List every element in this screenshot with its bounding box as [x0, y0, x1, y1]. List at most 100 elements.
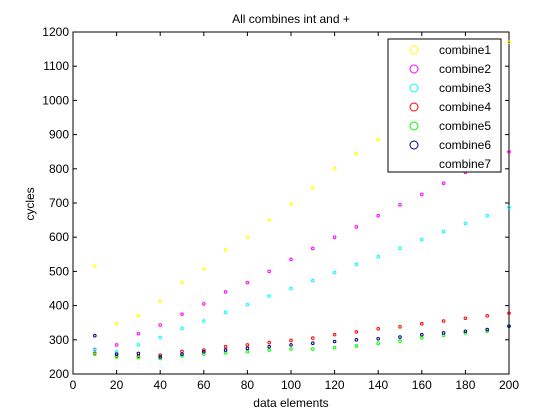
data-point-combine1	[332, 167, 337, 171]
y-tick-label: 700	[49, 196, 69, 210]
data-point-combine6	[93, 333, 97, 338]
data-point-combine4	[311, 336, 315, 340]
x-tick-label: 160	[412, 378, 432, 392]
y-tick-label: 300	[49, 333, 69, 347]
data-point-combine6	[158, 355, 162, 359]
data-point-combine1	[245, 235, 250, 239]
data-point-combine1	[136, 314, 141, 318]
data-point-combine5	[311, 347, 315, 351]
data-point-combine3	[332, 270, 337, 275]
y-tick-label: 500	[49, 264, 69, 278]
x-tick-label: 140	[368, 378, 388, 392]
data-point-combine1	[158, 299, 162, 303]
y-axis-label: cycles	[23, 187, 37, 220]
data-point-combine1	[507, 40, 511, 45]
x-tick-label: 0	[70, 378, 77, 392]
data-point-combine1	[223, 248, 228, 252]
data-point-combine6	[311, 341, 315, 346]
data-point-combine5	[398, 339, 402, 343]
data-point-combine1	[311, 185, 315, 190]
data-point-combine2	[376, 213, 381, 218]
data-point-combine1	[289, 202, 293, 206]
data-point-combine3	[420, 237, 424, 242]
data-point-combine6	[376, 336, 381, 341]
data-point-combine6	[398, 335, 402, 339]
legend-marker-combine6	[409, 140, 419, 150]
data-point-combine6	[463, 329, 468, 334]
data-point-combine4	[354, 330, 359, 334]
legend-box	[387, 38, 502, 173]
x-tick-label: 200	[499, 378, 519, 392]
legend-label-combine5: combine5	[439, 119, 491, 133]
data-point-combine6	[441, 331, 446, 335]
x-tick-label: 60	[197, 378, 211, 392]
legend-label-combine6: combine6	[439, 138, 491, 152]
data-point-combine3	[354, 262, 359, 267]
data-point-combine6	[223, 348, 228, 352]
data-point-combine4	[376, 327, 381, 331]
x-tick-label: 40	[154, 378, 168, 392]
data-point-combine1	[267, 218, 272, 222]
data-point-combine2	[267, 269, 272, 274]
data-point-combine3	[267, 294, 272, 298]
data-point-combine5	[136, 355, 141, 360]
data-point-combine4	[420, 321, 424, 326]
data-point-combine5	[158, 356, 162, 361]
data-point-combine2	[398, 202, 402, 207]
y-tick-label: 1200	[42, 25, 69, 39]
data-point-combine2	[507, 149, 511, 154]
data-point-combine4	[223, 344, 228, 349]
y-tick-label: 1000	[42, 93, 69, 107]
data-point-combine2	[354, 225, 359, 229]
data-point-combine2	[202, 302, 206, 306]
x-axis-label: data elements	[253, 396, 328, 410]
data-point-combine2	[180, 312, 184, 316]
data-point-combine1	[93, 264, 97, 269]
data-point-combine6	[485, 327, 490, 332]
legend-marker-combine5	[409, 121, 419, 131]
data-point-combine2	[245, 280, 250, 285]
y-tick-label: 400	[49, 299, 69, 313]
data-point-combine6	[114, 352, 119, 356]
data-point-combine2	[332, 235, 337, 239]
data-point-combine3	[158, 335, 162, 340]
data-point-combine6	[354, 338, 359, 342]
data-point-combine2	[289, 257, 293, 262]
legend-label-combine2: combine2	[439, 62, 491, 76]
data-point-combine4	[441, 319, 446, 323]
data-point-combine4	[398, 325, 402, 329]
data-point-combine4	[158, 353, 162, 357]
data-point-combine2	[441, 181, 446, 185]
data-point-combine3	[223, 310, 228, 315]
y-tick-label: 800	[49, 162, 69, 176]
data-point-combine3	[398, 246, 402, 251]
data-point-combine1	[202, 267, 206, 271]
data-point-combine2	[136, 331, 141, 336]
legend-marker-combine4	[409, 102, 419, 112]
data-point-combine2	[158, 323, 162, 327]
data-point-combine3	[136, 343, 141, 347]
chart-title: All combines int and +	[232, 12, 350, 26]
x-axis-ticks: 0 20 40 60 80 100 120 140 160 180 200	[70, 32, 519, 392]
data-point-combine5	[463, 331, 468, 335]
data-point-combine2	[114, 343, 119, 347]
data-point-combine5	[289, 347, 293, 351]
legend-label-combine3: combine3	[439, 81, 491, 95]
data-point-combine4	[202, 348, 206, 352]
x-tick-label: 180	[455, 378, 475, 392]
legend-label-combine7: combine7	[439, 157, 491, 171]
data-point-combine4	[507, 311, 511, 315]
data-point-combine5	[93, 352, 97, 356]
data-point-combine2	[420, 192, 424, 197]
data-point-combine4	[485, 314, 490, 318]
x-tick-label: 100	[281, 378, 301, 392]
data-point-combine3	[202, 319, 206, 323]
data-point-combine5	[180, 354, 184, 358]
data-point-combine2	[223, 290, 228, 294]
data-point-combine3	[289, 286, 293, 291]
data-point-combine5	[332, 345, 337, 350]
data-point-combine5	[376, 341, 381, 346]
x-tick-label: 20	[110, 378, 124, 392]
data-point-combine6	[332, 339, 337, 344]
